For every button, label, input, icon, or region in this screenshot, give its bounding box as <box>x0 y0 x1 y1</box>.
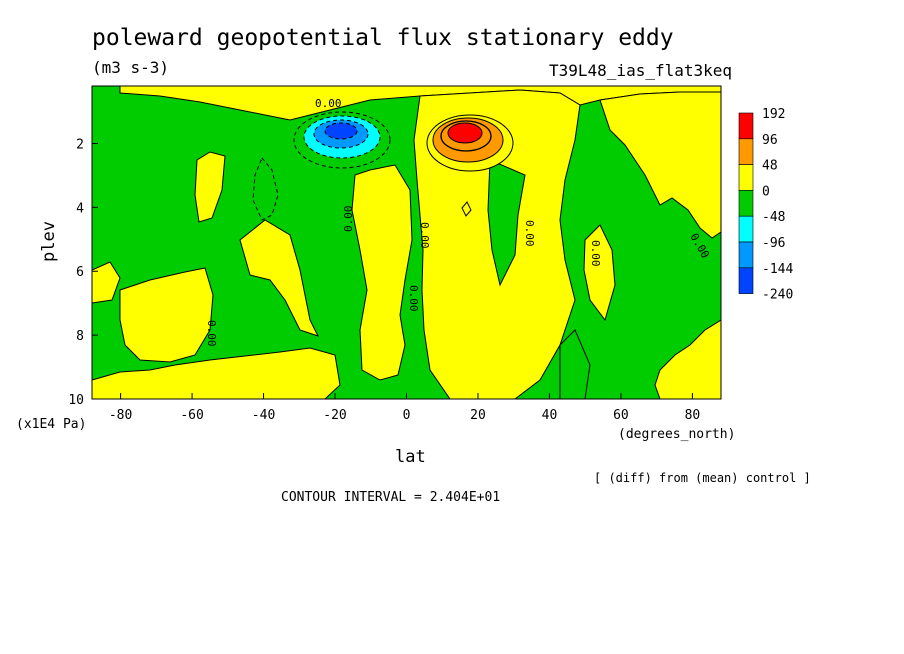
color-legend: 192 96 48 0 -48 -96 -144 -240 <box>738 107 793 303</box>
y-tick-label: 10 <box>68 393 84 408</box>
y-tick-label: 8 <box>76 329 84 344</box>
legend-swatch <box>738 267 754 294</box>
chart-title: poleward geopotential flux stationary ed… <box>92 25 674 51</box>
legend-swatch <box>738 190 754 217</box>
legend-swatch <box>738 164 754 191</box>
y-tick-label: 6 <box>76 265 84 280</box>
contour-label: 0.00 <box>407 285 420 312</box>
legend-label: 96 <box>762 133 778 148</box>
legend-swatch <box>738 215 754 243</box>
legend-label: -240 <box>762 288 793 303</box>
legend-swatch <box>738 112 754 140</box>
positive-anomaly <box>426 114 514 172</box>
legend-label: 0 <box>762 184 770 199</box>
x-tick-label: -80 <box>109 408 132 423</box>
green-inner <box>487 159 591 399</box>
contour-label: 0.00 <box>205 320 218 347</box>
x-axis-label: lat <box>395 447 426 467</box>
legend-label: 48 <box>762 159 778 174</box>
contour-label: 0.00 <box>342 206 355 233</box>
y-axis: 2 4 6 8 10 <box>68 137 98 408</box>
legend-label: -48 <box>762 210 785 225</box>
y-unit-label: (x1E4 Pa) <box>16 417 86 432</box>
x-tick-label: -40 <box>252 408 275 423</box>
y-tick-label: 4 <box>76 201 84 216</box>
experiment-label: T39L48_ias_flat3keq <box>549 61 732 80</box>
legend-label: -96 <box>762 236 785 251</box>
legend-swatch <box>738 138 754 165</box>
contour-labels: 0.00 0.00 0.00 0.00 0.00 0.00 0.00 0.00 <box>205 97 712 347</box>
contour-label: 0.00 <box>589 240 602 267</box>
chart-units: (m3 s-3) <box>92 58 169 77</box>
plot-area: 0.00 0.00 0.00 0.00 0.00 0.00 0.00 0.00 <box>92 86 721 399</box>
x-tick-label: 60 <box>613 408 629 423</box>
x-tick-label: 0 <box>403 408 411 423</box>
x-unit-label: (degrees_north) <box>618 427 735 442</box>
contour-interval: CONTOUR INTERVAL = 2.404E+01 <box>281 490 500 505</box>
footer-note: [ (diff) from (mean) control ] <box>594 471 811 485</box>
x-tick-label: 40 <box>542 408 558 423</box>
legend-label: 192 <box>762 107 785 122</box>
y-tick-label: 2 <box>76 137 84 152</box>
contour-label: 0.00 <box>523 220 536 247</box>
x-tick-label: 20 <box>470 408 486 423</box>
legend-swatch <box>738 241 754 269</box>
contour-label: 0.00 <box>418 222 431 249</box>
x-axis: -80 -60 -40 -20 0 20 40 60 80 <box>109 393 700 423</box>
x-tick-label: -60 <box>180 408 203 423</box>
negative-anomaly <box>293 111 391 169</box>
y-axis-label: plev <box>39 221 59 262</box>
legend-label: -144 <box>762 262 793 277</box>
x-tick-label: -20 <box>323 408 346 423</box>
x-tick-label: 80 <box>685 408 701 423</box>
contour-label: 0.00 <box>315 97 342 110</box>
